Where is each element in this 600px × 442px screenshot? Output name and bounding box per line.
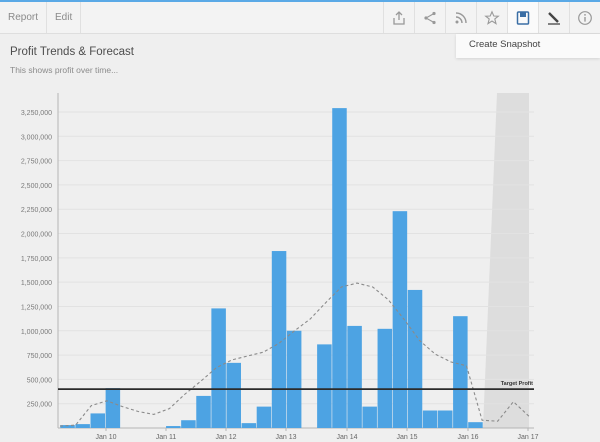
bar bbox=[211, 308, 226, 428]
y-tick-label: 1,250,000 bbox=[21, 304, 52, 311]
info-icon bbox=[578, 10, 592, 25]
star-icon bbox=[484, 9, 500, 25]
y-tick-label: 250,000 bbox=[27, 402, 52, 409]
share-button[interactable] bbox=[414, 2, 445, 33]
pen-icon bbox=[548, 11, 560, 25]
bar bbox=[90, 413, 106, 428]
x-tick-label: Jan 15 bbox=[396, 434, 417, 441]
top-accent-line bbox=[0, 0, 600, 2]
annotate-button[interactable] bbox=[538, 2, 569, 33]
y-tick-label: 3,250,000 bbox=[21, 110, 52, 117]
bar bbox=[377, 328, 393, 428]
favorite-button[interactable] bbox=[476, 2, 507, 33]
tab-edit[interactable]: Edit bbox=[47, 2, 82, 33]
report-toolbar: Report Edit bbox=[0, 2, 600, 34]
rss-button[interactable] bbox=[445, 2, 476, 33]
bar bbox=[286, 330, 302, 428]
y-tick-label: 2,250,000 bbox=[21, 207, 52, 214]
bar bbox=[271, 251, 287, 428]
info-button[interactable] bbox=[569, 2, 600, 33]
bar bbox=[166, 426, 181, 428]
y-tick-label: 500,000 bbox=[27, 377, 52, 384]
y-tick-label: 1,750,000 bbox=[21, 256, 52, 263]
bar bbox=[332, 108, 347, 428]
y-tick-label: 2,500,000 bbox=[21, 183, 52, 190]
bar bbox=[437, 410, 453, 428]
bar bbox=[256, 406, 272, 428]
bar bbox=[362, 406, 377, 428]
bar bbox=[241, 423, 257, 428]
x-tick-label: Jan 13 bbox=[275, 434, 296, 441]
y-tick-label: 1,000,000 bbox=[21, 329, 52, 336]
export-button[interactable] bbox=[383, 2, 414, 33]
x-tick-label: Jan 14 bbox=[336, 434, 357, 441]
bar bbox=[75, 424, 90, 428]
report-subtitle: This shows profit over time... bbox=[10, 65, 119, 75]
report-tabs: Report Edit bbox=[0, 2, 82, 33]
x-tick-label: Jan 10 bbox=[95, 434, 116, 441]
bar bbox=[226, 362, 241, 428]
y-tick-label: 2,000,000 bbox=[21, 232, 52, 239]
trend-line bbox=[59, 282, 530, 427]
bar bbox=[60, 425, 75, 428]
toolbar-icons bbox=[383, 2, 600, 33]
bar bbox=[392, 211, 408, 428]
bar bbox=[181, 420, 196, 428]
y-tick-label: 1,500,000 bbox=[21, 280, 52, 287]
bar bbox=[196, 395, 211, 428]
bar bbox=[422, 410, 438, 428]
rss-icon bbox=[455, 11, 467, 23]
snapshot-button[interactable] bbox=[507, 2, 538, 33]
y-tick-label: 3,000,000 bbox=[21, 134, 52, 141]
bar bbox=[347, 325, 362, 428]
x-tick-label: Jan 12 bbox=[215, 434, 236, 441]
y-tick-label: 2,750,000 bbox=[21, 159, 52, 166]
bar bbox=[407, 289, 423, 428]
create-snapshot-menu-item[interactable]: Create Snapshot bbox=[469, 39, 541, 50]
bar bbox=[453, 316, 468, 428]
bar bbox=[317, 344, 332, 428]
x-tick-label: Jan 16 bbox=[457, 434, 478, 441]
tab-report[interactable]: Report bbox=[0, 2, 48, 33]
report-title: Profit Trends & Forecast bbox=[10, 46, 134, 58]
snapshot-menu: Create Snapshot bbox=[456, 34, 600, 58]
target-line-label: Target Profit bbox=[501, 381, 533, 387]
snapshot-icon bbox=[516, 10, 530, 25]
x-tick-label: Jan 17 bbox=[517, 434, 538, 441]
forecast-region bbox=[483, 93, 529, 428]
share-icon bbox=[424, 11, 436, 24]
x-tick-label: Jan 11 bbox=[156, 434, 177, 441]
export-icon bbox=[393, 10, 405, 25]
bar bbox=[468, 422, 483, 428]
bar bbox=[105, 388, 121, 428]
y-tick-label: 750,000 bbox=[27, 353, 52, 360]
